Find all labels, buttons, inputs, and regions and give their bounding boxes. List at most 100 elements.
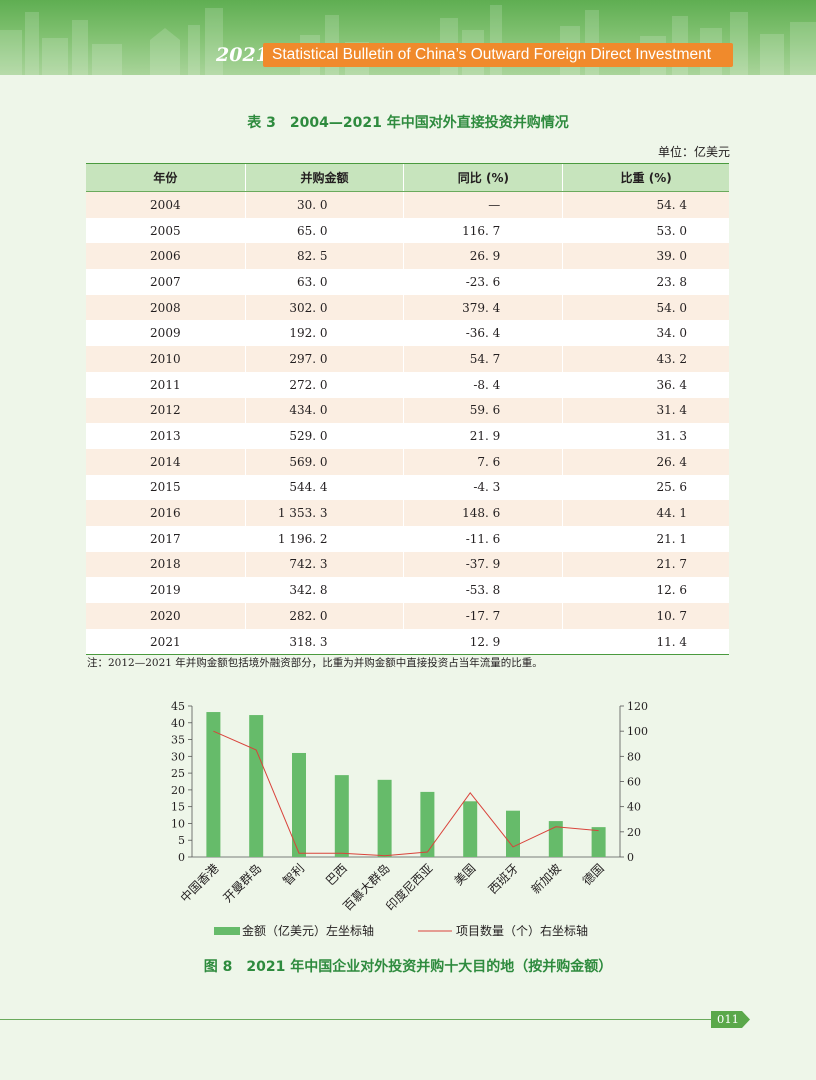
bar xyxy=(249,715,264,857)
cell-yoy: 7. 6 xyxy=(403,448,563,475)
category-label: 美国 xyxy=(451,861,478,888)
category-label: 开曼群岛 xyxy=(220,861,265,906)
project-count-line xyxy=(213,730,599,857)
table-row: 2010 297. 0 54. 7 43. 2 xyxy=(86,346,729,372)
cell-amount: 569. 0 xyxy=(244,448,404,475)
bar xyxy=(463,801,478,857)
left-tick-label: 35 xyxy=(171,734,185,747)
cell-amount: 282. 0 xyxy=(244,603,404,629)
cell-yoy: 116. 7 xyxy=(403,217,563,244)
cell-amount: 82. 5 xyxy=(244,243,404,270)
table-note: 注：2012—2021 年并购金额包括境外融资部分，比重为并购金额中直接投资占当… xyxy=(87,657,543,669)
left-tick-label: 20 xyxy=(171,784,185,797)
table-row: 2012 434. 0 59. 6 31. 4 xyxy=(86,397,729,424)
table-row: 2018 742. 3 -37. 9 21. 7 xyxy=(86,551,729,578)
table-unit: 单位：亿美元 xyxy=(657,145,730,159)
legend-line-label: 项目数量（个）右坐标轴 xyxy=(456,923,588,938)
cell-share: 54. 0 xyxy=(562,294,729,321)
category-label: 智利 xyxy=(280,861,308,889)
page-number-tab: 011 xyxy=(711,1011,751,1028)
cell-share: 43. 2 xyxy=(562,346,729,372)
cell-amount: 302. 0 xyxy=(244,294,404,321)
table-row: 2005 65. 0 116. 7 53. 0 xyxy=(86,217,729,244)
right-tick-label: 60 xyxy=(627,776,641,789)
right-tick-label: 40 xyxy=(627,801,641,814)
cell-year: 2018 xyxy=(86,551,246,578)
cell-share: 21. 1 xyxy=(562,525,729,552)
left-tick-label: 40 xyxy=(171,717,185,730)
left-tick-label: 15 xyxy=(171,801,185,814)
legend-bar-label: 金额（亿美元）左坐标轴 xyxy=(242,923,374,938)
cell-share: 12. 6 xyxy=(562,577,729,603)
left-tick-label: 25 xyxy=(171,767,185,780)
cell-yoy: -11. 6 xyxy=(403,525,563,552)
table-row: 2007 63. 0 -23. 6 23. 8 xyxy=(86,269,729,295)
cell-amount: 65. 0 xyxy=(244,217,404,244)
footer-rule xyxy=(0,1019,712,1020)
cell-yoy: 148. 6 xyxy=(403,500,563,526)
bar xyxy=(420,791,435,857)
cell-yoy: -17. 7 xyxy=(403,603,563,629)
bar xyxy=(548,821,563,857)
cell-year: 2016 xyxy=(86,500,246,526)
cell-year: 2008 xyxy=(86,294,246,321)
top10-destinations-chart: 0 5 10 15 20 25 30 35 40 45 0 20 40 60 80 100 120 中国香港开曼群… xyxy=(171,700,648,938)
table-row: 2013 529. 0 21. 9 31. 3 xyxy=(86,423,729,449)
cell-amount: 742. 3 xyxy=(244,551,404,578)
table-row: 2016 1 353. 3 148. 6 44. 1 xyxy=(86,500,729,526)
table-row: 2014 569. 0 7. 6 26. 4 xyxy=(86,448,729,475)
cell-yoy: -36. 4 xyxy=(403,320,563,347)
right-tick-label: 20 xyxy=(627,826,641,839)
table-row: 2020 282. 0 -17. 7 10. 7 xyxy=(86,603,729,629)
category-label: 德国 xyxy=(579,861,607,889)
cell-share: 26. 4 xyxy=(562,448,729,475)
column-header-share: 比重 (%) xyxy=(562,163,729,192)
cell-amount: 272. 0 xyxy=(244,371,404,398)
cell-yoy: -23. 6 xyxy=(403,269,563,295)
cell-yoy: -53. 8 xyxy=(403,577,563,603)
table-row: 2017 1 196. 2 -11. 6 21. 1 xyxy=(86,525,729,552)
cell-share: 31. 3 xyxy=(562,423,729,449)
cell-yoy: 26. 9 xyxy=(403,243,563,270)
table-title: 表 3 2004—2021 年中国对外直接投资并购情况 xyxy=(247,115,569,131)
cell-amount: 529. 0 xyxy=(244,423,404,449)
cell-yoy: — xyxy=(403,191,563,218)
cell-year: 2005 xyxy=(86,217,246,244)
header-year: 2021 xyxy=(216,44,269,66)
cell-share: 23. 8 xyxy=(562,269,729,295)
cell-year: 2004 xyxy=(86,191,246,218)
category-label: 新加坡 xyxy=(528,861,564,897)
category-label: 西班牙 xyxy=(486,861,521,896)
cell-year: 2021 xyxy=(86,628,246,656)
cell-amount: 342. 8 xyxy=(244,577,404,603)
cell-year: 2010 xyxy=(86,346,246,372)
left-tick-label: 10 xyxy=(171,817,185,830)
bar xyxy=(206,712,221,857)
cell-share: 44. 1 xyxy=(562,500,729,526)
cell-share: 25. 6 xyxy=(562,474,729,501)
bar xyxy=(506,810,520,857)
table-row: 2006 82. 5 26. 9 39. 0 xyxy=(86,243,729,270)
right-tick-label: 0 xyxy=(627,851,634,864)
left-tick-label: 5 xyxy=(178,834,185,847)
cell-year: 2015 xyxy=(86,474,246,501)
cell-share: 54. 4 xyxy=(562,191,729,218)
table-row: 2008 302. 0 379. 4 54. 0 xyxy=(86,294,729,321)
table-row: 2021 318. 3 12. 9 11. 4 xyxy=(86,628,729,656)
page-header: 2021 Statistical Bulletin of China’s Out… xyxy=(0,0,816,75)
cell-year: 2019 xyxy=(86,577,246,603)
cell-yoy: 21. 9 xyxy=(403,423,563,449)
right-tick-label: 120 xyxy=(627,700,648,713)
table-row: 2004 30. 0—54. 4 xyxy=(86,191,729,218)
cell-year: 2014 xyxy=(86,448,246,475)
cell-amount: 1 353. 3 xyxy=(244,500,404,526)
cell-share: 36. 4 xyxy=(562,371,729,398)
cell-share: 21. 7 xyxy=(562,551,729,578)
left-tick-label: 45 xyxy=(171,700,185,713)
cell-year: 2012 xyxy=(86,397,246,424)
table-row: 2009 192. 0 -36. 4 34. 0 xyxy=(86,320,729,347)
table-row: 2019 342. 8 -53. 8 12. 6 xyxy=(86,577,729,603)
cell-yoy: -8. 4 xyxy=(403,371,563,398)
right-tick-label: 100 xyxy=(627,725,648,738)
cell-share: 31. 4 xyxy=(562,397,729,424)
